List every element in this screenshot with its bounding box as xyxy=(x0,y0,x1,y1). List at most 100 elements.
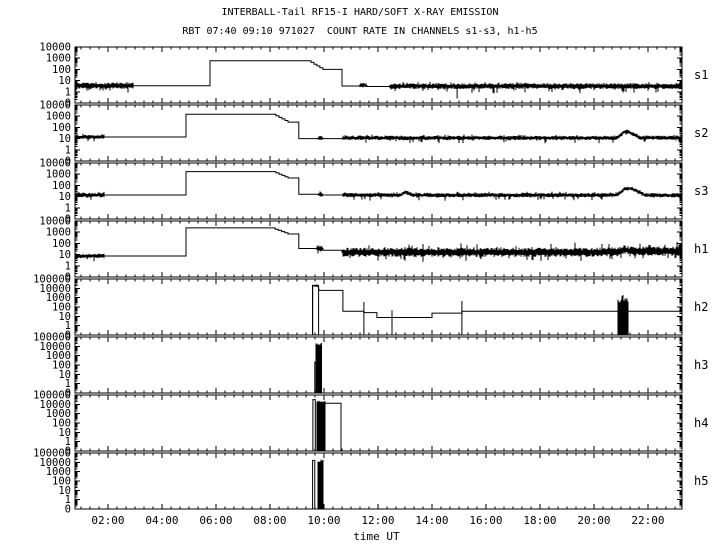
x-tick-label-08:00: 08:00 xyxy=(253,514,286,527)
channel-label-h5: h5 xyxy=(694,474,708,488)
y-tick-label-s3-100: 100 xyxy=(52,180,71,192)
y-tick-label-h5-100: 100 xyxy=(52,476,71,488)
series-burst-h4 xyxy=(316,400,326,451)
y-tick-label-h1-10: 10 xyxy=(58,249,71,261)
y-tick-label-s1-1: 1 xyxy=(65,86,71,98)
series-noise-h2 xyxy=(312,284,319,287)
y-tick-label-h3-100000: 100000 xyxy=(33,332,71,344)
y-tick-label-h5-10: 10 xyxy=(58,485,71,497)
y-tick-label-h5-0: 0 xyxy=(65,504,71,516)
x-tick-label-06:00: 06:00 xyxy=(199,514,232,527)
series-noise-s3 xyxy=(74,186,683,201)
series-burst-h3 xyxy=(315,343,322,393)
y-tick-label-s1-0: 0 xyxy=(65,98,71,110)
series-noise-s1 xyxy=(74,81,683,94)
y-tick-label-h4-1: 1 xyxy=(65,436,71,448)
channel-label-h3: h3 xyxy=(694,358,708,372)
y-tick-label-h2-100000: 100000 xyxy=(33,274,71,286)
series-line-s3 xyxy=(75,171,682,196)
y-tick-label-s2-0: 0 xyxy=(65,156,71,168)
channel-label-h1: h1 xyxy=(694,242,708,256)
y-tick-label-h2-1: 1 xyxy=(65,320,71,332)
axis-ticks-s1 xyxy=(75,46,682,104)
channel-label-s1: s1 xyxy=(694,68,708,82)
y-tick-label-h4-100000: 100000 xyxy=(33,390,71,402)
panel-frame-s1 xyxy=(74,46,683,104)
y-tick-label-h4-10000: 10000 xyxy=(39,399,71,411)
y-tick-label-h5-100000: 100000 xyxy=(33,448,71,460)
series-burst-h2 xyxy=(617,295,629,335)
channel-label-h4: h4 xyxy=(694,416,708,430)
y-tick-label-h4-100: 100 xyxy=(52,418,71,430)
y-tick-label-s3-1000: 1000 xyxy=(46,169,71,181)
axis-ticks-h3 xyxy=(75,336,682,394)
panel-frame-s3 xyxy=(74,162,683,220)
series-noise-h1 xyxy=(74,242,683,262)
axis-ticks-h4 xyxy=(75,394,682,452)
y-tick-label-s2-1000: 1000 xyxy=(46,111,71,123)
series-burst-h5 xyxy=(317,459,324,509)
y-tick-label-h5-1: 1 xyxy=(65,494,71,506)
x-tick-label-22:00: 22:00 xyxy=(631,514,664,527)
y-tick-label-h2-0: 0 xyxy=(65,330,71,342)
y-tick-label-s2-1: 1 xyxy=(65,144,71,156)
x-axis-title: time UT xyxy=(353,530,400,543)
channel-label-s2: s2 xyxy=(694,126,708,140)
channel-label-s3: s3 xyxy=(694,184,708,198)
y-tick-label-h4-0: 0 xyxy=(65,446,71,458)
y-tick-label-s1-100: 100 xyxy=(52,64,71,76)
y-tick-label-s2-10000: 10000 xyxy=(39,100,71,112)
y-tick-label-s3-10000: 10000 xyxy=(39,158,71,170)
x-tick-label-04:00: 04:00 xyxy=(145,514,178,527)
axis-ticks-h2 xyxy=(75,278,682,336)
channel-label-h2: h2 xyxy=(694,300,708,314)
series-noise-s2 xyxy=(74,129,683,144)
y-tick-label-h4-1000: 1000 xyxy=(46,408,71,420)
series-line-s1 xyxy=(75,60,682,87)
y-tick-label-s1-10: 10 xyxy=(58,75,71,87)
y-tick-label-h3-100: 100 xyxy=(52,360,71,372)
axis-ticks-s3 xyxy=(75,162,682,220)
y-tick-label-h3-1000: 1000 xyxy=(46,350,71,362)
panel-frame-h3 xyxy=(74,336,683,394)
x-tick-label-10:00: 10:00 xyxy=(307,514,340,527)
series-line-h1 xyxy=(75,227,682,257)
panel-frame-h5 xyxy=(74,452,683,510)
y-tick-label-s3-1: 1 xyxy=(65,202,71,214)
panel-frame-h4 xyxy=(74,394,683,452)
y-tick-label-s2-100: 100 xyxy=(52,122,71,134)
y-tick-label-h1-1000: 1000 xyxy=(46,227,71,239)
x-tick-label-02:00: 02:00 xyxy=(91,514,124,527)
x-tick-label-20:00: 20:00 xyxy=(577,514,610,527)
x-tick-label-16:00: 16:00 xyxy=(469,514,502,527)
panel-frame-h2 xyxy=(74,278,683,336)
y-tick-label-h2-10000: 10000 xyxy=(39,283,71,295)
y-tick-label-h3-10000: 10000 xyxy=(39,341,71,353)
y-tick-label-h2-100: 100 xyxy=(52,302,71,314)
axis-ticks-h5 xyxy=(75,452,682,510)
y-tick-label-h4-10: 10 xyxy=(58,427,71,439)
series-line-s2 xyxy=(75,113,682,140)
y-tick-label-h1-100: 100 xyxy=(52,238,71,250)
y-tick-label-h2-1000: 1000 xyxy=(46,292,71,304)
panel-frame-s2 xyxy=(74,104,683,162)
plot-subtitle: RBT 07:40 09:10 971027 COUNT RATE IN CHA… xyxy=(182,26,538,37)
y-tick-label-h5-1000: 1000 xyxy=(46,466,71,478)
y-tick-label-s3-10: 10 xyxy=(58,191,71,203)
y-tick-label-s1-1000: 1000 xyxy=(46,53,71,65)
x-tick-label-12:00: 12:00 xyxy=(361,514,394,527)
y-tick-label-s2-10: 10 xyxy=(58,133,71,145)
y-tick-label-h1-0: 0 xyxy=(65,272,71,284)
y-tick-label-h2-10: 10 xyxy=(58,311,71,323)
x-tick-label-14:00: 14:00 xyxy=(415,514,448,527)
y-tick-label-h3-0: 0 xyxy=(65,388,71,400)
y-tick-label-s1-10000: 10000 xyxy=(39,42,71,54)
axis-ticks-s2 xyxy=(75,104,682,162)
x-tick-label-18:00: 18:00 xyxy=(523,514,556,527)
y-tick-label-h1-10000: 10000 xyxy=(39,216,71,228)
series-line-h5 xyxy=(312,459,316,509)
plot-title: INTERBALL-Tail RF15-I HARD/SOFT X-RAY EM… xyxy=(221,7,499,18)
y-tick-label-h3-1: 1 xyxy=(65,378,71,390)
